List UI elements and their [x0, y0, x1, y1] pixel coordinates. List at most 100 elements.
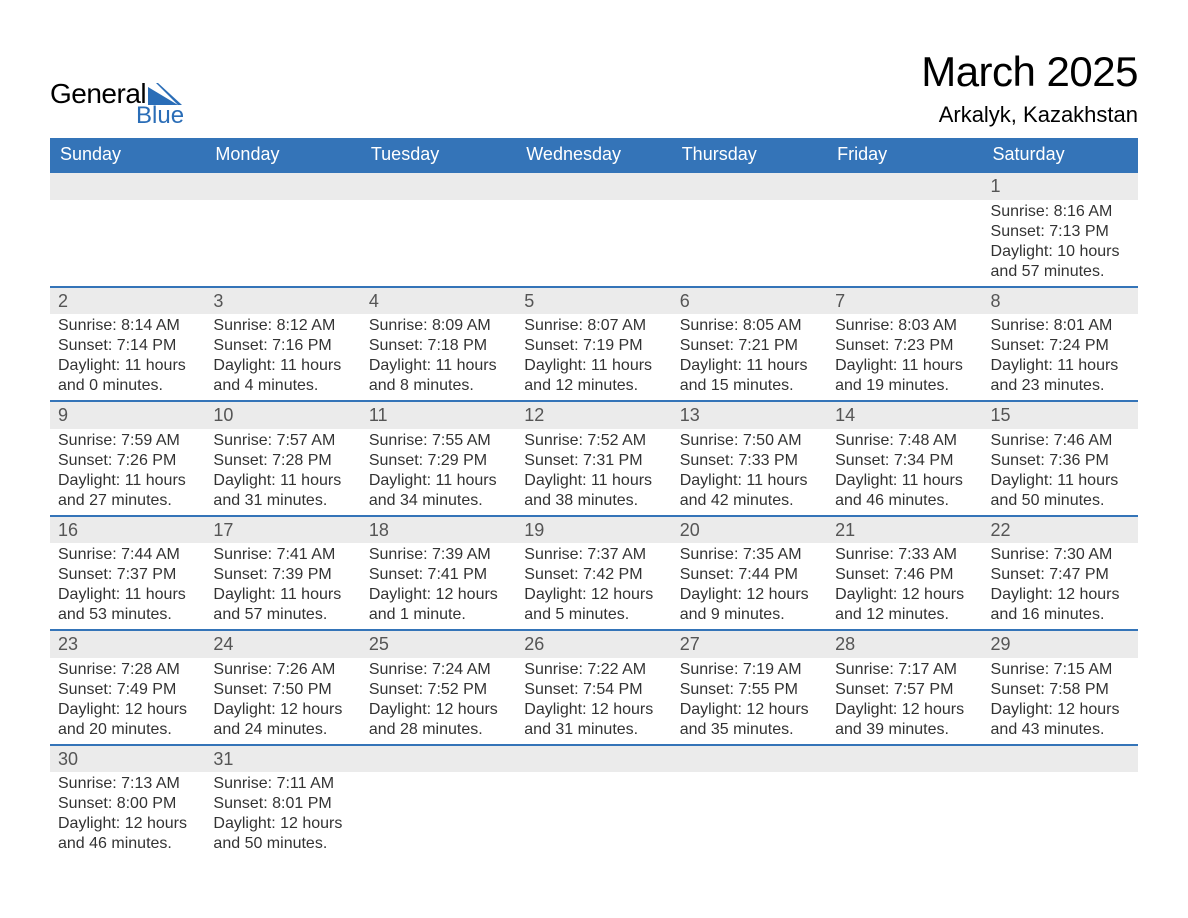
- calendar-week-row: 1Sunrise: 8:16 AMSunset: 7:13 PMDaylight…: [50, 172, 1138, 287]
- daylight-line: Daylight: 11 hours and 4 minutes.: [213, 356, 352, 396]
- sunrise-line: Sunrise: 7:46 AM: [991, 431, 1130, 451]
- day-details: [50, 200, 205, 280]
- day-number: 1: [983, 173, 1138, 200]
- sunrise-line: Sunrise: 7:33 AM: [835, 545, 974, 565]
- daylight-line: Daylight: 12 hours and 24 minutes.: [213, 700, 352, 740]
- daylight-line: Daylight: 11 hours and 57 minutes.: [213, 585, 352, 625]
- day-number: [672, 173, 827, 200]
- calendar-day-cell: [361, 172, 516, 287]
- sunset-line: Sunset: 7:14 PM: [58, 336, 197, 356]
- sunset-line: Sunset: 7:44 PM: [680, 565, 819, 585]
- sunrise-line: Sunrise: 8:09 AM: [369, 316, 508, 336]
- day-details: Sunrise: 7:35 AMSunset: 7:44 PMDaylight:…: [672, 543, 827, 629]
- day-number: [361, 173, 516, 200]
- sunrise-line: Sunrise: 7:44 AM: [58, 545, 197, 565]
- sunset-line: Sunset: 7:39 PM: [213, 565, 352, 585]
- daylight-line: Daylight: 11 hours and 27 minutes.: [58, 471, 197, 511]
- daylight-line: Daylight: 12 hours and 12 minutes.: [835, 585, 974, 625]
- daylight-line: Daylight: 12 hours and 28 minutes.: [369, 700, 508, 740]
- daylight-line: Daylight: 11 hours and 15 minutes.: [680, 356, 819, 396]
- calendar-day-cell: 12Sunrise: 7:52 AMSunset: 7:31 PMDayligh…: [516, 401, 671, 516]
- day-details: Sunrise: 7:50 AMSunset: 7:33 PMDaylight:…: [672, 429, 827, 515]
- sunrise-line: Sunrise: 7:59 AM: [58, 431, 197, 451]
- day-details: Sunrise: 8:16 AMSunset: 7:13 PMDaylight:…: [983, 200, 1138, 286]
- sunset-line: Sunset: 7:19 PM: [524, 336, 663, 356]
- daylight-line: Daylight: 12 hours and 20 minutes.: [58, 700, 197, 740]
- day-number: [205, 173, 360, 200]
- weekday-header: Monday: [205, 138, 360, 172]
- calendar-day-cell: 6Sunrise: 8:05 AMSunset: 7:21 PMDaylight…: [672, 287, 827, 402]
- sunset-line: Sunset: 7:55 PM: [680, 680, 819, 700]
- sunset-line: Sunset: 7:34 PM: [835, 451, 974, 471]
- calendar-day-cell: 29Sunrise: 7:15 AMSunset: 7:58 PMDayligh…: [983, 630, 1138, 745]
- daylight-line: Daylight: 12 hours and 39 minutes.: [835, 700, 974, 740]
- day-number: [827, 746, 982, 773]
- sunset-line: Sunset: 7:18 PM: [369, 336, 508, 356]
- day-details: Sunrise: 7:33 AMSunset: 7:46 PMDaylight:…: [827, 543, 982, 629]
- calendar-day-cell: 15Sunrise: 7:46 AMSunset: 7:36 PMDayligh…: [983, 401, 1138, 516]
- sunrise-line: Sunrise: 8:14 AM: [58, 316, 197, 336]
- sunrise-line: Sunrise: 8:12 AM: [213, 316, 352, 336]
- day-details: [516, 200, 671, 280]
- sunrise-line: Sunrise: 7:57 AM: [213, 431, 352, 451]
- sunrise-line: Sunrise: 7:41 AM: [213, 545, 352, 565]
- day-details: Sunrise: 7:48 AMSunset: 7:34 PMDaylight:…: [827, 429, 982, 515]
- daylight-line: Daylight: 12 hours and 16 minutes.: [991, 585, 1130, 625]
- daylight-line: Daylight: 11 hours and 46 minutes.: [835, 471, 974, 511]
- day-number: 13: [672, 402, 827, 429]
- day-number: 15: [983, 402, 1138, 429]
- calendar-day-cell: 3Sunrise: 8:12 AMSunset: 7:16 PMDaylight…: [205, 287, 360, 402]
- calendar-day-cell: [672, 745, 827, 859]
- day-details: Sunrise: 8:01 AMSunset: 7:24 PMDaylight:…: [983, 314, 1138, 400]
- weekday-header: Wednesday: [516, 138, 671, 172]
- month-title: March 2025: [921, 48, 1138, 96]
- day-details: [672, 772, 827, 852]
- day-details: Sunrise: 7:55 AMSunset: 7:29 PMDaylight:…: [361, 429, 516, 515]
- day-details: Sunrise: 7:52 AMSunset: 7:31 PMDaylight:…: [516, 429, 671, 515]
- day-details: Sunrise: 8:05 AMSunset: 7:21 PMDaylight:…: [672, 314, 827, 400]
- sunrise-line: Sunrise: 7:30 AM: [991, 545, 1130, 565]
- day-number: 9: [50, 402, 205, 429]
- day-number: [516, 173, 671, 200]
- day-number: 27: [672, 631, 827, 658]
- day-number: 4: [361, 288, 516, 315]
- day-number: 20: [672, 517, 827, 544]
- calendar-day-cell: [50, 172, 205, 287]
- daylight-line: Daylight: 11 hours and 42 minutes.: [680, 471, 819, 511]
- daylight-line: Daylight: 11 hours and 34 minutes.: [369, 471, 508, 511]
- day-details: Sunrise: 7:37 AMSunset: 7:42 PMDaylight:…: [516, 543, 671, 629]
- location-line: Arkalyk, Kazakhstan: [921, 102, 1138, 128]
- sunset-line: Sunset: 7:37 PM: [58, 565, 197, 585]
- day-number: 23: [50, 631, 205, 658]
- sunset-line: Sunset: 7:33 PM: [680, 451, 819, 471]
- sunset-line: Sunset: 7:50 PM: [213, 680, 352, 700]
- day-number: [361, 746, 516, 773]
- sunset-line: Sunset: 7:47 PM: [991, 565, 1130, 585]
- calendar-day-cell: 14Sunrise: 7:48 AMSunset: 7:34 PMDayligh…: [827, 401, 982, 516]
- daylight-line: Daylight: 12 hours and 31 minutes.: [524, 700, 663, 740]
- day-details: Sunrise: 7:39 AMSunset: 7:41 PMDaylight:…: [361, 543, 516, 629]
- day-number: 8: [983, 288, 1138, 315]
- sunrise-line: Sunrise: 7:26 AM: [213, 660, 352, 680]
- calendar-day-cell: 4Sunrise: 8:09 AMSunset: 7:18 PMDaylight…: [361, 287, 516, 402]
- daylight-line: Daylight: 11 hours and 50 minutes.: [991, 471, 1130, 511]
- calendar-day-cell: 26Sunrise: 7:22 AMSunset: 7:54 PMDayligh…: [516, 630, 671, 745]
- calendar-day-cell: [516, 172, 671, 287]
- sunrise-line: Sunrise: 8:07 AM: [524, 316, 663, 336]
- day-number: 10: [205, 402, 360, 429]
- sunset-line: Sunset: 7:26 PM: [58, 451, 197, 471]
- day-details: Sunrise: 8:14 AMSunset: 7:14 PMDaylight:…: [50, 314, 205, 400]
- sunset-line: Sunset: 7:16 PM: [213, 336, 352, 356]
- day-number: 16: [50, 517, 205, 544]
- calendar-week-row: 23Sunrise: 7:28 AMSunset: 7:49 PMDayligh…: [50, 630, 1138, 745]
- calendar-day-cell: [516, 745, 671, 859]
- daylight-line: Daylight: 10 hours and 57 minutes.: [991, 242, 1130, 282]
- daylight-line: Daylight: 12 hours and 1 minute.: [369, 585, 508, 625]
- title-block: March 2025 Arkalyk, Kazakhstan: [921, 48, 1138, 128]
- calendar-day-cell: 28Sunrise: 7:17 AMSunset: 7:57 PMDayligh…: [827, 630, 982, 745]
- day-details: Sunrise: 7:19 AMSunset: 7:55 PMDaylight:…: [672, 658, 827, 744]
- day-details: Sunrise: 7:17 AMSunset: 7:57 PMDaylight:…: [827, 658, 982, 744]
- sunset-line: Sunset: 8:01 PM: [213, 794, 352, 814]
- day-number: 14: [827, 402, 982, 429]
- day-details: Sunrise: 7:13 AMSunset: 8:00 PMDaylight:…: [50, 772, 205, 858]
